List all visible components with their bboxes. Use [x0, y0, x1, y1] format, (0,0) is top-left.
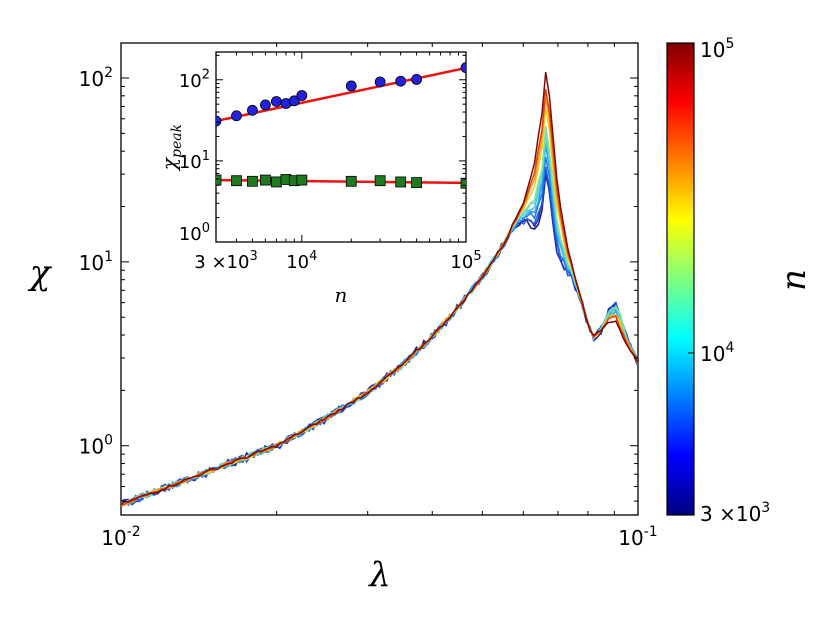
colorbar-tick-label: 3 ×103: [700, 500, 770, 526]
inset-point-peak: [247, 104, 258, 116]
inset-point-secondary: [296, 174, 308, 186]
inset-point-secondary: [247, 175, 258, 187]
inset-point-peak: [345, 80, 357, 92]
inset-ticks: 3 ×103 104 105 100 101 102: [179, 52, 482, 273]
inset-point-secondary: [260, 174, 271, 186]
inset-point-peak: [271, 96, 282, 107]
inset-point-secondary: [231, 175, 242, 187]
inset-point-secondary: [374, 175, 386, 187]
inset-point-peak: [411, 74, 422, 85]
colorbar-label: n: [774, 269, 814, 291]
inset-point-peak: [260, 99, 271, 111]
inset-y-tick-label: 102: [179, 68, 210, 92]
y-tick-label: 101: [79, 249, 113, 275]
inset-fit-line-peak: [216, 66, 466, 123]
inset-x-tick-label: 105: [450, 249, 481, 273]
series-line-n-20000: [121, 108, 638, 506]
colorbar-ticks: 105 104 3 ×103: [688, 36, 770, 526]
inset-x-tick-label: 3 ×103: [194, 249, 257, 273]
inset-y-axis-label: χpeak: [157, 124, 185, 172]
x-axis-label: λ: [367, 555, 391, 595]
colorbar-bar: [666, 42, 695, 516]
inset-x-axis-label: n: [335, 283, 348, 307]
colorbar-tick-label: 105: [700, 36, 734, 62]
inset-y-tick-label: 100: [179, 221, 210, 245]
inset-plot-frame: [215, 51, 467, 243]
x-tick-label: 10-2: [101, 524, 140, 550]
y-tick-label: 102: [79, 65, 113, 91]
inset-point-secondary: [271, 176, 282, 188]
colorbar-tick-label: 104: [700, 340, 734, 366]
inset-point-secondary: [460, 177, 466, 189]
inset-plot: 3 ×103 104 105 100 101 102 n χpeak: [157, 51, 482, 307]
inset-y-tick-label: 101: [179, 149, 210, 173]
y-tick-label: 100: [79, 433, 113, 459]
inset-point-secondary: [345, 175, 357, 187]
inset-point-peak: [395, 75, 407, 87]
inset-point-peak: [288, 95, 300, 107]
inset-point-peak: [296, 90, 308, 101]
inset-point-peak: [460, 62, 466, 74]
colorbar: 105 104 3 ×103 n: [666, 36, 814, 526]
inset-x-tick-label: 104: [286, 249, 317, 273]
inset-series-group: [216, 62, 466, 189]
y-axis-label: χ: [28, 253, 53, 293]
inset-point-secondary: [216, 174, 222, 186]
inset-point-secondary: [395, 176, 407, 188]
x-tick-label: 10-1: [618, 524, 657, 550]
series-line-n-100000: [121, 71, 638, 505]
main-ticks: 10-2 10-1 100 101 102: [79, 43, 658, 550]
inset-point-peak: [374, 76, 386, 88]
inset-point-peak: [231, 110, 242, 122]
main-series-group: [121, 71, 638, 509]
inset-point-secondary: [411, 177, 422, 188]
inset-point-peak: [216, 115, 222, 127]
